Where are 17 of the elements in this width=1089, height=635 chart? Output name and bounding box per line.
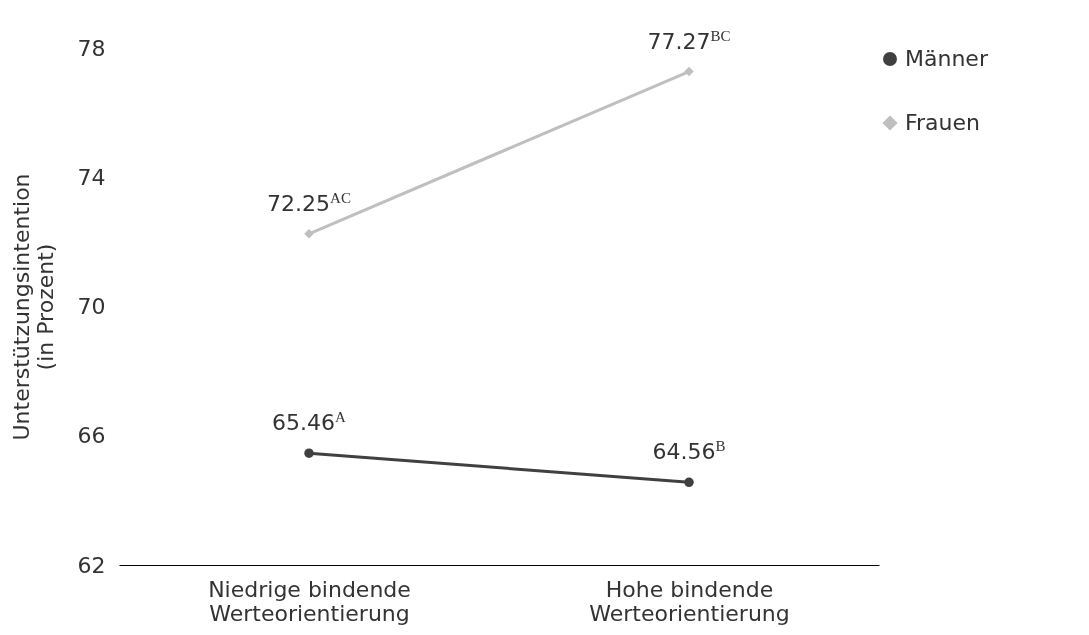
point bbox=[684, 477, 694, 488]
data-label: 65.46$^{A}$ bbox=[272, 409, 347, 436]
x-tick-label: Hohe bindende Werteorientierung bbox=[589, 576, 790, 626]
x-tick-label: Niedrige bindende Werteorientierung bbox=[208, 576, 411, 626]
point bbox=[304, 448, 314, 458]
data-label: 77.27$^{BC}$ bbox=[647, 27, 731, 54]
y-axis-title: Unterstützungsintention (in Prozent) bbox=[8, 173, 58, 441]
y-tick-label: 62 bbox=[77, 552, 106, 578]
y-tick-label: 70 bbox=[77, 294, 106, 319]
y-tick-label: 66 bbox=[77, 423, 106, 449]
point bbox=[684, 66, 694, 77]
data-label: 72.25$^{AC}$ bbox=[267, 189, 351, 216]
legend-label: Frauen bbox=[905, 110, 981, 135]
y-tick-label: 78 bbox=[77, 35, 106, 61]
y-tick-label: 74 bbox=[77, 164, 106, 190]
legend-label: Männer bbox=[905, 46, 989, 71]
data-label: 64.56$^{B}$ bbox=[652, 438, 726, 465]
